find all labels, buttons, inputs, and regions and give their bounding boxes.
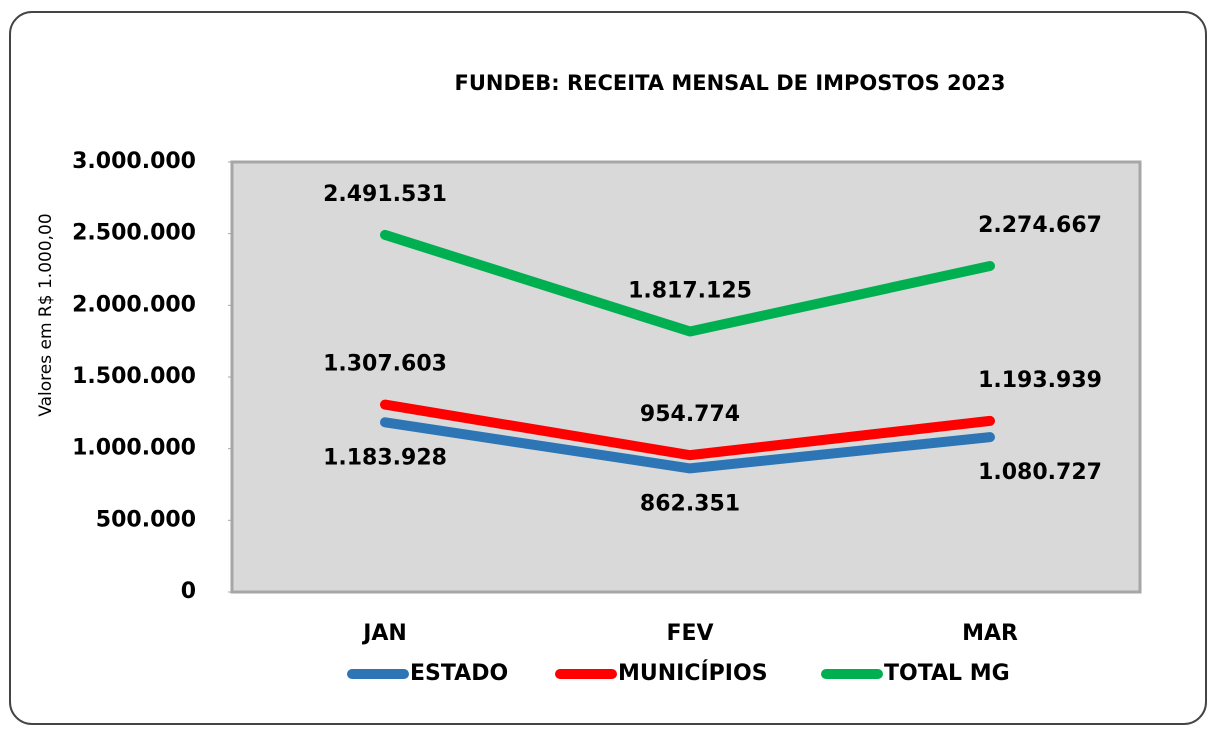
y-tick-label: 2.500.000 [72,221,196,246]
y-tick-label: 500.000 [96,507,196,532]
y-tick-label: 3.000.000 [72,149,196,174]
data-label: 1.080.727 [978,460,1102,485]
x-tick-label: MAR [962,621,1018,646]
legend-label: MUNICÍPIOS [618,660,768,686]
chart-title: FUNDEB: RECEITA MENSAL DE IMPOSTOS 2023 [455,71,1006,95]
y-tick-label: 1.500.000 [72,364,196,389]
y-tick-label: 2.000.000 [72,292,196,317]
data-label: 1.817.125 [628,279,752,304]
series-line [380,229,995,337]
x-tick-label: FEV [666,621,713,646]
y-tick-label: 0 [181,579,196,604]
y-tick-label: 1.000.000 [72,436,196,461]
legend-label: TOTAL MG [884,661,1010,686]
data-label: 1.183.928 [323,445,447,470]
x-tick-label: JAN [361,621,407,646]
data-label: 1.307.603 [323,352,447,377]
legend-label: ESTADO [410,661,508,686]
data-label: 954.774 [640,402,740,427]
data-label: 2.274.667 [978,213,1102,238]
series-line [380,417,995,474]
series-line [380,399,995,461]
y-axis-label: Valores em R$ 1.000,00 [36,213,56,416]
data-label: 1.193.939 [978,368,1102,393]
data-label: 2.491.531 [323,182,447,207]
data-label: 862.351 [640,491,740,516]
